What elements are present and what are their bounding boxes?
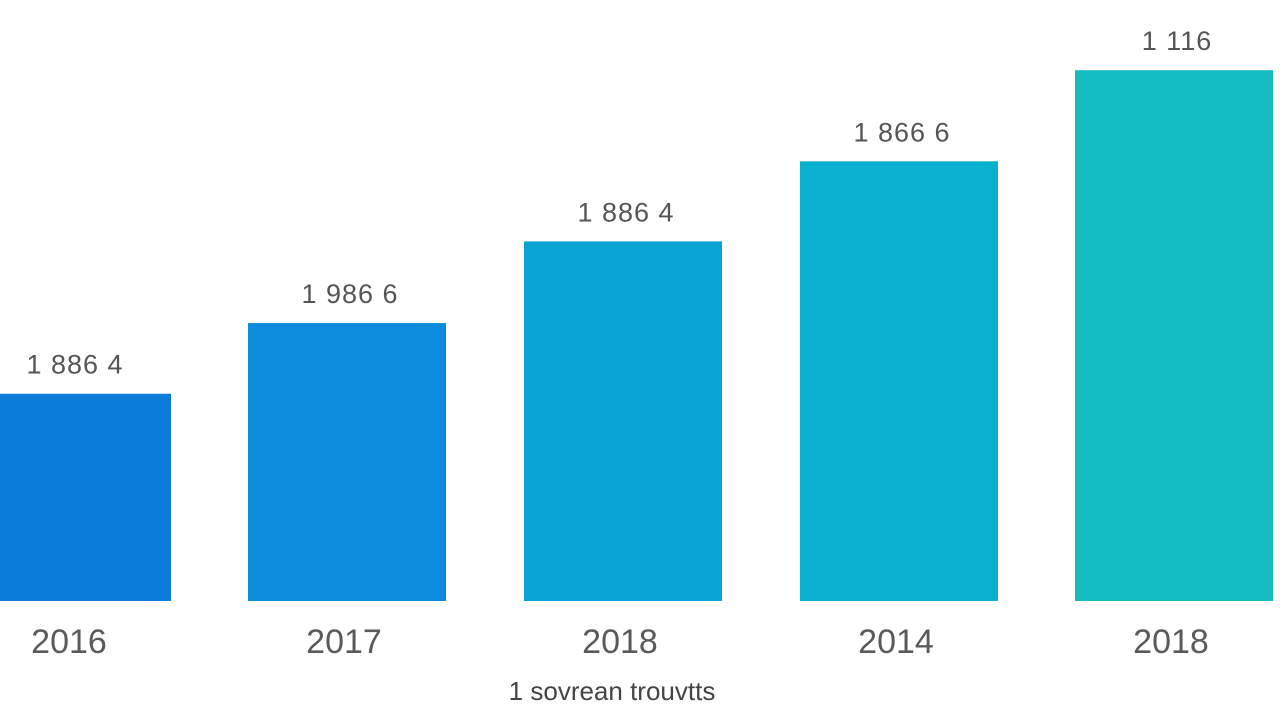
bar-4 (1075, 70, 1273, 601)
value-label-4: 1 116 (1142, 26, 1213, 56)
value-label-3: 1 866 6 (853, 117, 950, 147)
value-label-1: 1 986 6 (301, 279, 398, 309)
x-tick-label-3: 2014 (858, 623, 934, 661)
bar-0 (0, 393, 171, 601)
bar-2 (524, 241, 722, 601)
x-tick-label-2: 2018 (582, 623, 658, 661)
x-tick-label-1: 2017 (306, 623, 382, 661)
x-tick-labels-group: 2016 2017 2018 2014 2018 (31, 623, 1209, 661)
bars-group (0, 70, 1273, 601)
x-axis-title: 1 sovrean trouvtts (509, 676, 716, 706)
x-tick-label-4: 2018 (1133, 623, 1209, 661)
value-labels-group: 1 886 4 1 986 6 1 886 4 1 866 6 1 116 (26, 26, 1213, 380)
value-label-0: 1 886 4 (26, 350, 123, 380)
x-tick-label-0: 2016 (31, 623, 107, 661)
value-label-2: 1 886 4 (577, 197, 674, 227)
bar-3 (800, 161, 998, 601)
bar-1 (248, 323, 446, 601)
